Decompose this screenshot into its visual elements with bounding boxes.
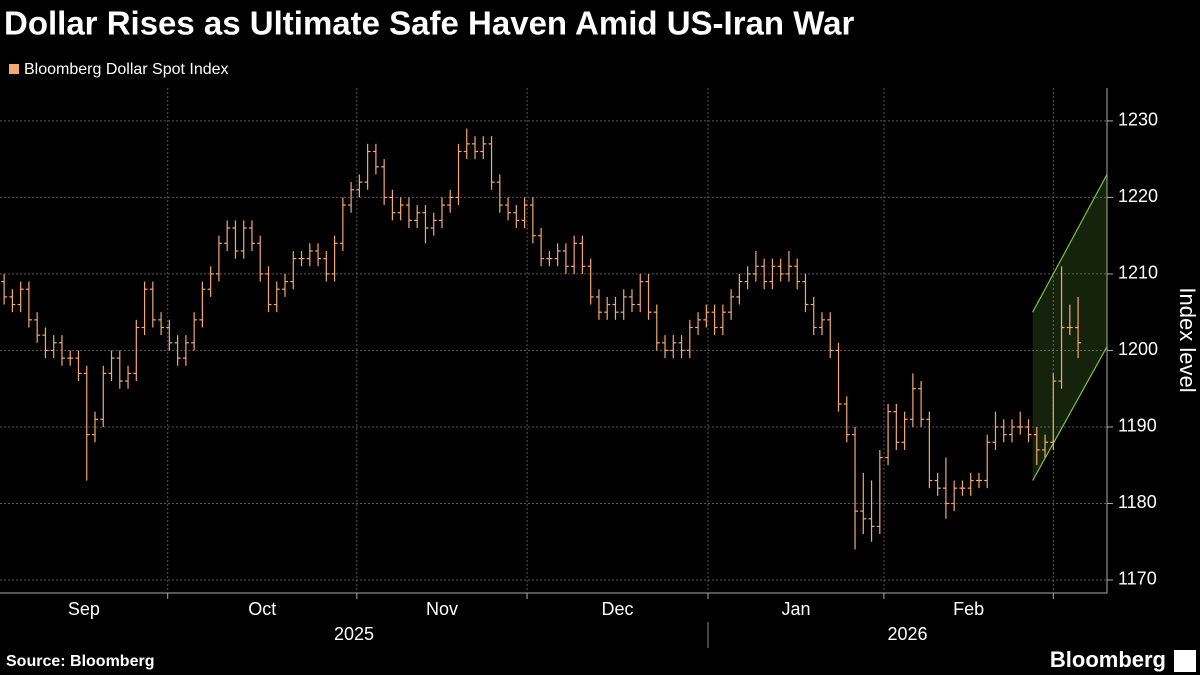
x-tick-label: Jan	[781, 599, 810, 619]
x-tick-label: Dec	[602, 599, 634, 619]
x-tick-label: Sep	[68, 599, 100, 619]
channel-line	[1032, 346, 1108, 481]
year-label: 2025	[334, 624, 374, 644]
x-tick-label: Feb	[953, 599, 984, 619]
y-tick-label: 1220	[1118, 186, 1158, 206]
x-tick-label: Oct	[248, 599, 276, 619]
brand-icon	[1174, 650, 1196, 672]
y-tick-label: 1210	[1118, 263, 1158, 283]
source: Source: Bloomberg	[6, 653, 154, 670]
x-tick-label: Nov	[426, 599, 458, 619]
year-label: 2026	[887, 624, 927, 644]
legend-swatch	[9, 64, 19, 74]
chart-title: Dollar Rises as Ultimate Safe Haven Amid…	[4, 5, 854, 42]
y-axis-title: Index level	[1175, 287, 1200, 392]
y-tick-label: 1200	[1118, 339, 1158, 359]
y-tick-label: 1230	[1118, 110, 1158, 130]
y-tick-label: 1170	[1118, 569, 1157, 589]
channel-line	[1032, 174, 1108, 313]
y-tick-label: 1180	[1118, 492, 1157, 512]
y-tick-label: 1190	[1118, 416, 1157, 436]
legend-label: Bloomberg Dollar Spot Index	[24, 61, 229, 78]
brand: Bloomberg	[1050, 647, 1166, 672]
